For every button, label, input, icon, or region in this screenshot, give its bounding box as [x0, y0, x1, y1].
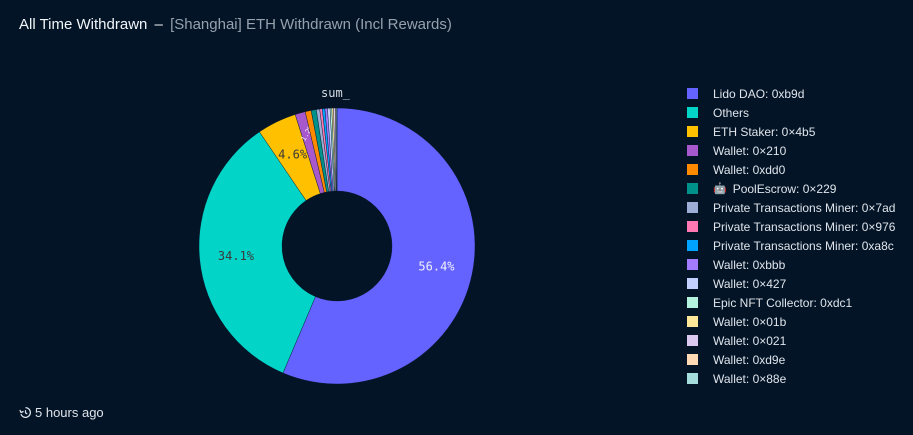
chart-subtitle[interactable]: [Shanghai] ETH Withdrawn (Incl Rewards)	[170, 16, 452, 33]
legend-swatch	[687, 88, 698, 99]
legend-label: Wallet: 0xbbb	[713, 257, 786, 272]
legend-swatch	[687, 145, 698, 156]
legend-item[interactable]: Wallet: 0×88e	[687, 369, 895, 388]
slice-label: 4.6%	[278, 148, 308, 162]
legend-swatch	[687, 259, 698, 270]
title-separator: –	[154, 16, 163, 33]
last-updated: 5 hours ago	[19, 405, 104, 420]
legend-swatch	[687, 240, 698, 251]
legend-label: Wallet: 0×01b	[713, 314, 787, 329]
chart-legend: Lido DAO: 0xb9d Others ETH Staker: 0×4b5 Wa…	[687, 84, 895, 388]
history-icon	[19, 406, 32, 418]
legend-item[interactable]: Wallet: 0×427	[687, 274, 895, 293]
pie-slice[interactable]	[198, 131, 316, 374]
legend-item[interactable]: Lido DAO: 0xb9d	[687, 84, 895, 103]
legend-item[interactable]: Private Transactions Miner: 0xa8c	[687, 236, 895, 255]
legend-swatch	[687, 278, 698, 289]
series-label: sum_	[321, 86, 350, 100]
legend-swatch	[687, 183, 698, 194]
legend-item[interactable]: Wallet: 0xbbb	[687, 255, 895, 274]
robot-icon: 🤖	[713, 183, 727, 195]
chart-title: All Time Withdrawn	[19, 16, 148, 33]
legend-label: PoolEscrow: 0×229	[732, 181, 837, 196]
legend-swatch	[687, 126, 698, 137]
legend-item[interactable]: Private Transactions Miner: 0×7ad	[687, 198, 895, 217]
legend-label: Private Transactions Miner: 0×976	[713, 219, 896, 234]
legend-swatch	[687, 335, 698, 346]
slice-label: 56.4%	[418, 259, 455, 273]
legend-label: Private Transactions Miner: 0xa8c	[713, 238, 894, 253]
legend-swatch	[687, 316, 698, 327]
legend-label: Wallet: 0xd9e	[713, 352, 786, 367]
legend-swatch	[687, 221, 698, 232]
pie-slice[interactable]	[282, 107, 476, 385]
legend-swatch	[687, 164, 698, 175]
legend-label: Wallet: 0×427	[713, 276, 787, 291]
legend-label: ETH Staker: 0×4b5	[713, 124, 816, 139]
legend-swatch	[687, 202, 698, 213]
legend-swatch	[687, 107, 698, 118]
legend-item[interactable]: Wallet: 0×021	[687, 331, 895, 350]
legend-item[interactable]: Wallet: 0×01b	[687, 312, 895, 331]
legend-item[interactable]: Others	[687, 103, 895, 122]
legend-item[interactable]: Wallet: 0xdd0	[687, 160, 895, 179]
legend-swatch	[687, 373, 698, 384]
chart-header: All Time Withdrawn – [Shanghai] ETH With…	[19, 16, 452, 33]
legend-item[interactable]: Wallet: 0xd9e	[687, 350, 895, 369]
pie-slice[interactable]	[335, 107, 338, 192]
legend-item[interactable]: Private Transactions Miner: 0×976	[687, 217, 895, 236]
timestamp: 5 hours ago	[35, 405, 104, 420]
legend-item[interactable]: 🤖 PoolEscrow: 0×229	[687, 179, 895, 198]
legend-label: Wallet: 0×021	[713, 333, 787, 348]
legend-label: Wallet: 0×88e	[713, 371, 787, 386]
legend-item[interactable]: Wallet: 0×210	[687, 141, 895, 160]
legend-label: Wallet: 0xdd0	[713, 162, 786, 177]
legend-swatch	[687, 354, 698, 365]
legend-label: Epic NFT Collector: 0xdc1	[713, 295, 853, 310]
legend-item[interactable]: Epic NFT Collector: 0xdc1	[687, 293, 895, 312]
legend-label: Private Transactions Miner: 0×7ad	[713, 200, 896, 215]
legend-swatch	[687, 297, 698, 308]
legend-item[interactable]: ETH Staker: 0×4b5	[687, 122, 895, 141]
legend-label: Lido DAO: 0xb9d	[713, 86, 805, 101]
legend-label: Wallet: 0×210	[713, 143, 787, 158]
slice-label: 34.1%	[218, 249, 255, 263]
legend-label: Others	[713, 105, 750, 120]
